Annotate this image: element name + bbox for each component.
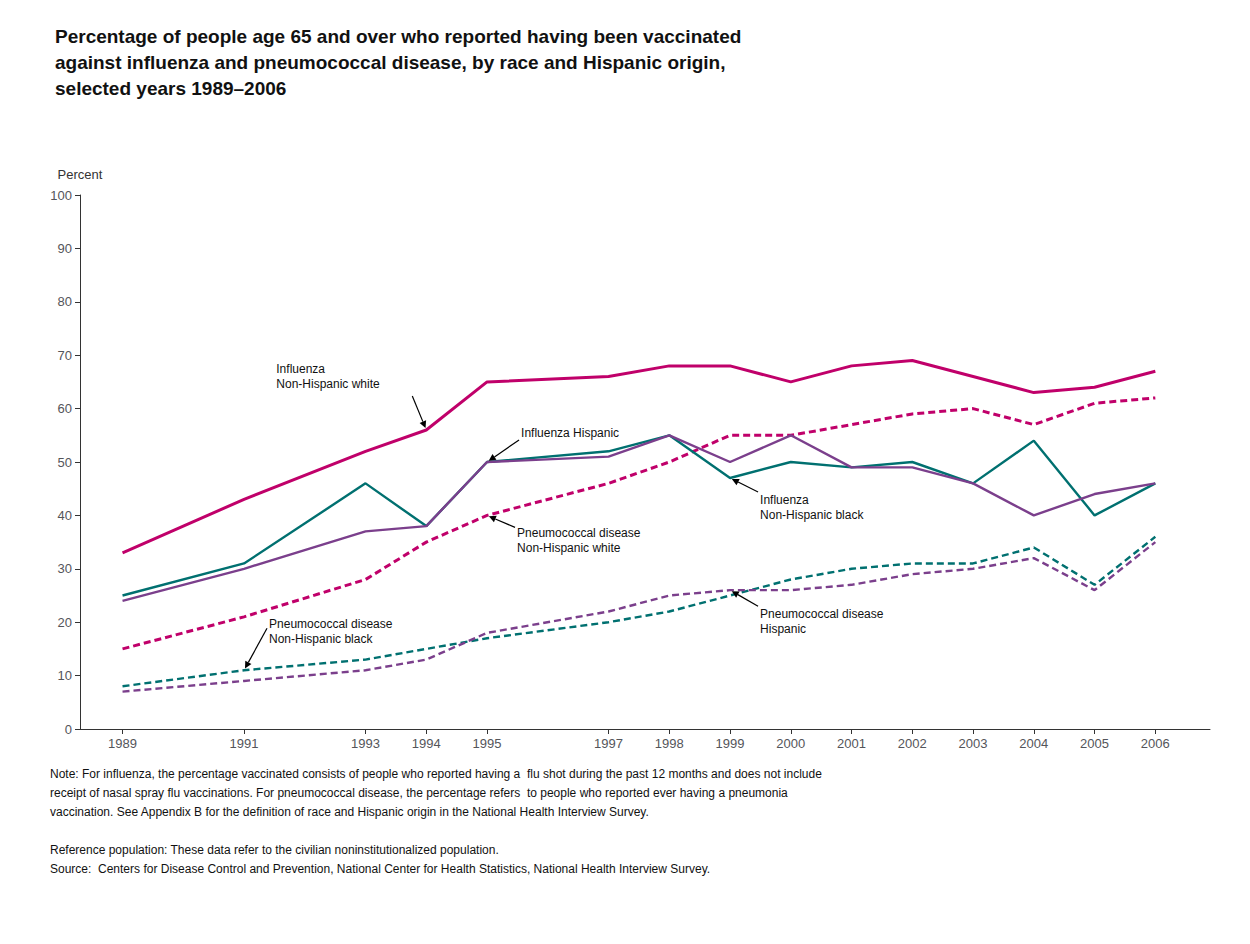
svg-text:1995: 1995 [473, 736, 502, 751]
svg-text:2003: 2003 [959, 736, 988, 751]
svg-text:Reference population: These da: Reference population: These data refer t… [50, 843, 499, 857]
svg-text:40: 40 [58, 508, 72, 523]
svg-text:Source: Centers for Disease C: Source: Centers for Disease Control and … [50, 862, 710, 876]
svg-text:90: 90 [58, 241, 72, 256]
svg-text:Non-Hispanic white: Non-Hispanic white [276, 377, 380, 391]
svg-text:Percent: Percent [58, 167, 103, 182]
svg-text:Percentage of people age 65 an: Percentage of people age 65 and over who… [55, 26, 741, 47]
svg-text:Influenza: Influenza [276, 362, 325, 376]
svg-text:Pneumococcal disease: Pneumococcal disease [760, 607, 884, 621]
svg-text:against influenza and pneumoco: against influenza and pneumococcal disea… [55, 52, 725, 73]
svg-text:100: 100 [50, 188, 72, 203]
svg-text:Influenza Hispanic: Influenza Hispanic [521, 426, 619, 440]
svg-text:2004: 2004 [1019, 736, 1048, 751]
svg-text:vaccination. See Appendix B fo: vaccination. See Appendix B for the defi… [50, 805, 649, 819]
svg-text:70: 70 [58, 348, 72, 363]
svg-text:2006: 2006 [1141, 736, 1170, 751]
svg-text:Non-Hispanic black: Non-Hispanic black [269, 632, 373, 646]
svg-text:Non-Hispanic black: Non-Hispanic black [760, 508, 864, 522]
svg-text:Influenza: Influenza [760, 493, 809, 507]
svg-text:2005: 2005 [1080, 736, 1109, 751]
svg-text:1989: 1989 [108, 736, 137, 751]
svg-text:50: 50 [58, 455, 72, 470]
svg-text:Non-Hispanic white: Non-Hispanic white [517, 541, 621, 555]
svg-text:1993: 1993 [351, 736, 380, 751]
svg-text:60: 60 [58, 401, 72, 416]
svg-text:1997: 1997 [594, 736, 623, 751]
svg-text:Hispanic: Hispanic [760, 622, 806, 636]
svg-text:Pneumococcal disease: Pneumococcal disease [517, 526, 641, 540]
svg-text:1991: 1991 [230, 736, 259, 751]
svg-text:1998: 1998 [655, 736, 684, 751]
svg-text:2001: 2001 [837, 736, 866, 751]
svg-text:80: 80 [58, 294, 72, 309]
svg-text:selected years 1989–2006: selected years 1989–2006 [55, 78, 286, 99]
svg-text:2000: 2000 [776, 736, 805, 751]
svg-text:0: 0 [65, 722, 72, 737]
svg-text:10: 10 [58, 668, 72, 683]
svg-text:Note: For influenza, the perce: Note: For influenza, the percentage vacc… [50, 767, 822, 781]
svg-text:receipt of nasal spray flu vac: receipt of nasal spray flu vaccinations.… [50, 786, 788, 800]
svg-text:Pneumococcal disease: Pneumococcal disease [269, 617, 393, 631]
svg-text:20: 20 [58, 615, 72, 630]
svg-text:2002: 2002 [898, 736, 927, 751]
svg-text:1994: 1994 [412, 736, 441, 751]
svg-text:30: 30 [58, 561, 72, 576]
svg-text:1999: 1999 [716, 736, 745, 751]
